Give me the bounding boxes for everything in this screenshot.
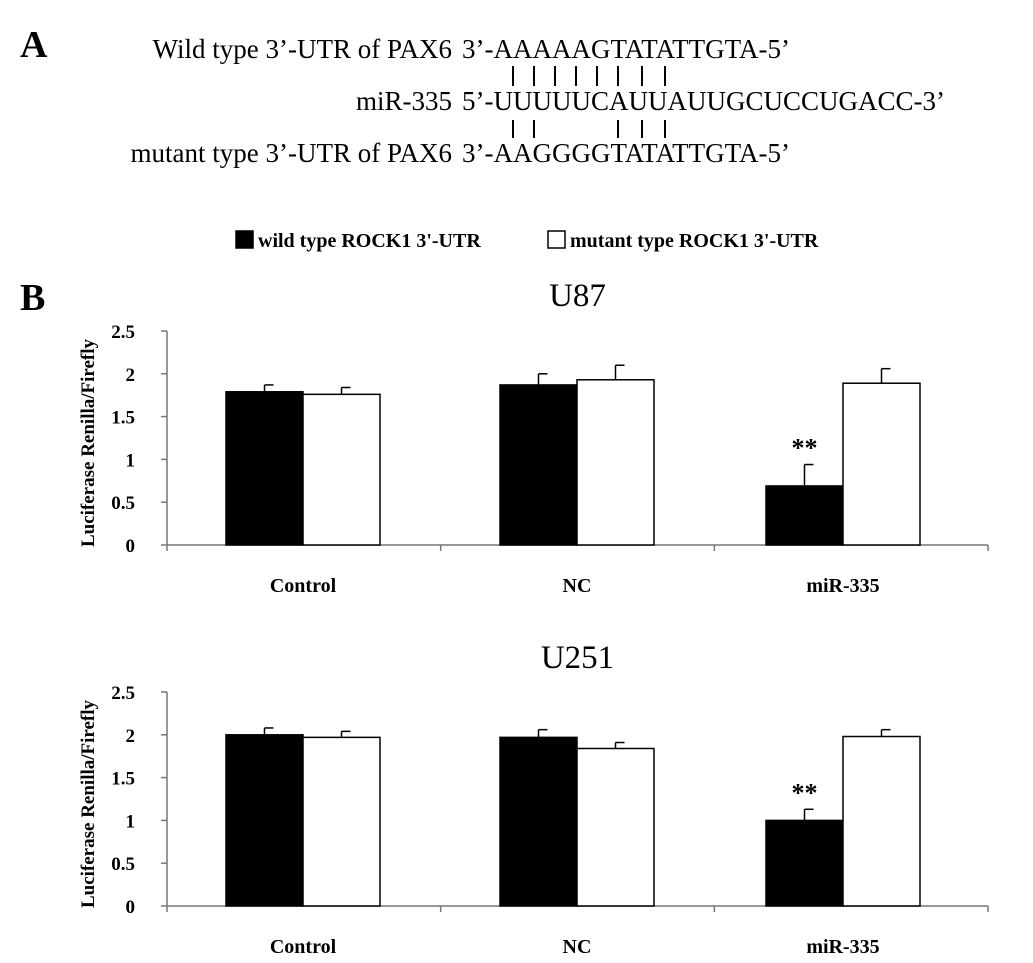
pairing-lines-bottom [512, 120, 666, 138]
y-tick-label: 1 [126, 811, 136, 832]
y-tick-label: 1.5 [111, 769, 135, 790]
y-axis-label: Luciferase Renilla/Firefly [78, 338, 99, 547]
x-tick-label: NC [563, 575, 592, 597]
y-tick-label: 0.5 [111, 854, 135, 875]
wild-type-sequence: 3’-AAAAAGTATATTGTA-5’ [462, 34, 790, 64]
bar [765, 485, 844, 546]
bar [499, 384, 578, 546]
y-tick-label: 2.5 [111, 683, 135, 704]
mirna-label: miR-335 [356, 86, 452, 116]
x-tick-label: Control [270, 575, 337, 597]
chart-u87: U87 Luciferase Renilla/Firefly 0 0.5 1 1.5 2 2.… [78, 278, 989, 597]
mutant-type-label: mutant type 3’-UTR of PAX6 [131, 138, 452, 168]
bar [499, 736, 578, 907]
significance-label: ** [792, 434, 818, 463]
y-tick-label: 1.5 [111, 408, 135, 429]
legend-label-wild: wild type ROCK1 3'-UTR [258, 230, 481, 252]
mutant-type-sequence: 3’-AAGGGGTATATTGTA-5’ [462, 138, 790, 168]
bar [765, 819, 844, 907]
x-tick-label: miR-335 [806, 575, 879, 597]
bar [225, 734, 304, 907]
sequence-alignment: Wild type 3’-UTR of PAX6 3’-AAAAAGTATATT… [131, 34, 945, 168]
y-tick-label: 1 [126, 450, 136, 471]
y-tick-label: 2.5 [111, 322, 135, 343]
bar [302, 393, 381, 546]
y-tick-label: 0.5 [111, 493, 135, 514]
bar [225, 391, 304, 546]
x-tick-label: Control [270, 936, 337, 958]
mirna-sequence: 5’-UUUUUCAUUAUUGCUCCUGACC-3’ [462, 86, 945, 116]
y-tick-label: 2 [126, 726, 136, 747]
y-tick-label: 0 [126, 897, 136, 918]
bar [576, 747, 655, 907]
chart-title: U87 [549, 278, 606, 314]
bar [576, 379, 655, 546]
legend-swatch-mutant [547, 230, 566, 249]
bar [302, 736, 381, 907]
panel-b-letter: B [20, 277, 45, 319]
significance-label: ** [792, 778, 818, 807]
panel-a-letter: A [20, 24, 48, 66]
chart-u251: U251 Luciferase Renilla/Firefly 0 0.5 1 1.5 2 2… [78, 640, 989, 958]
bar [842, 382, 921, 546]
wild-type-label: Wild type 3’-UTR of PAX6 [153, 34, 452, 64]
legend-swatch-wild [235, 230, 254, 249]
x-tick-label: NC [563, 936, 592, 958]
bar [842, 735, 921, 907]
x-tick-label: miR-335 [806, 936, 879, 958]
y-axis-label: Luciferase Renilla/Firefly [78, 699, 99, 908]
y-tick-label: 0 [126, 536, 136, 557]
chart-title: U251 [541, 640, 614, 676]
legend-label-mutant: mutant type ROCK1 3'-UTR [570, 230, 819, 252]
y-tick-label: 2 [126, 365, 136, 386]
legend: wild type ROCK1 3'-UTR mutant type ROCK1… [235, 230, 819, 252]
pairing-lines-top [512, 66, 666, 86]
